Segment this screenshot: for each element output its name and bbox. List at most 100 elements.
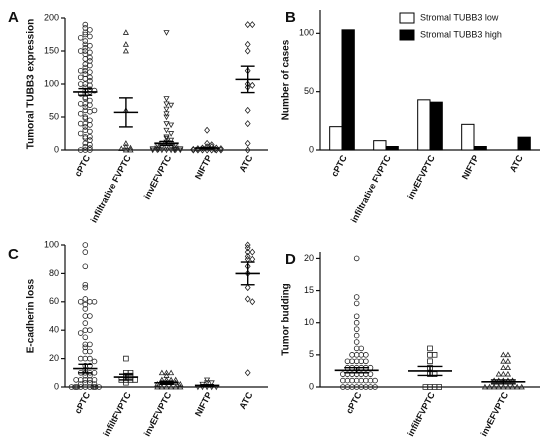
dot — [244, 146, 251, 154]
dot — [82, 44, 89, 51]
dot — [244, 47, 251, 55]
y-tick-label: 0 — [309, 144, 314, 154]
dot — [353, 377, 360, 384]
x-tick-label: ATC — [237, 390, 254, 411]
dot — [96, 384, 102, 390]
dot — [500, 358, 507, 364]
dot — [363, 377, 369, 384]
dot — [123, 379, 129, 386]
dot — [158, 369, 165, 376]
y-tick-label: 50 — [304, 86, 314, 96]
dot — [77, 298, 84, 305]
dot — [427, 352, 433, 358]
dot — [163, 106, 170, 113]
dot — [77, 110, 84, 117]
dot — [163, 147, 170, 154]
dot — [77, 101, 84, 107]
dot — [168, 137, 175, 144]
x-tick-label: infiltrative FVPTC — [349, 153, 393, 224]
dot — [91, 358, 98, 365]
dot — [353, 300, 360, 307]
dot — [82, 51, 89, 58]
dot — [204, 377, 211, 384]
dot — [249, 248, 256, 256]
dot — [77, 81, 84, 87]
dot — [514, 383, 521, 390]
dot — [87, 102, 93, 108]
dot — [358, 358, 365, 365]
dot — [177, 380, 184, 387]
dot — [72, 384, 78, 390]
dot — [504, 364, 512, 371]
dot — [155, 147, 162, 153]
dot — [204, 126, 211, 134]
dot — [504, 383, 512, 390]
dot — [163, 101, 170, 108]
dot — [82, 31, 89, 38]
bar — [385, 146, 399, 151]
dot — [163, 139, 170, 146]
dot — [495, 370, 502, 377]
dot — [340, 371, 346, 377]
dot — [90, 384, 97, 390]
dot — [77, 68, 84, 74]
x-tick-label: ATC — [508, 153, 525, 174]
dot — [154, 383, 161, 390]
dot — [481, 383, 489, 390]
x-tick-label: cPTC — [344, 390, 364, 415]
y-tick-label: 40 — [49, 325, 59, 335]
legend-swatch — [399, 29, 415, 41]
y-tick-label: 80 — [49, 268, 59, 278]
dot — [208, 380, 215, 386]
dot — [77, 74, 84, 81]
y-axis-label: Number of cases — [281, 39, 292, 120]
dot — [122, 29, 129, 35]
dot — [213, 146, 220, 154]
dot — [244, 295, 251, 303]
dot — [87, 147, 93, 153]
dot — [177, 146, 184, 152]
y-tick-label: 100 — [299, 28, 314, 38]
dot — [82, 327, 89, 334]
dot — [87, 58, 93, 64]
dot — [91, 298, 98, 305]
dot — [77, 120, 84, 127]
y-axis-label: Tumor budding — [281, 283, 292, 356]
dot — [158, 383, 165, 390]
dot — [491, 383, 498, 390]
dot — [504, 351, 512, 358]
dot — [358, 352, 365, 358]
dot — [163, 30, 170, 36]
dot — [249, 298, 256, 306]
dot — [87, 97, 93, 104]
dot — [91, 381, 98, 387]
dot — [87, 355, 93, 362]
dot — [122, 41, 129, 47]
dot — [82, 75, 89, 82]
dot — [82, 104, 89, 110]
dot — [208, 143, 215, 151]
dot — [82, 320, 89, 326]
dot — [158, 147, 165, 154]
dot — [91, 107, 98, 114]
dot — [122, 143, 129, 150]
dot — [372, 384, 378, 390]
dot — [87, 122, 93, 128]
dot — [349, 352, 355, 358]
y-tick-label: 150 — [44, 45, 59, 55]
dot — [82, 115, 89, 122]
dot — [132, 377, 138, 383]
dot — [77, 48, 84, 54]
dot — [87, 108, 93, 115]
y-tick-label: 20 — [49, 353, 59, 363]
bar — [341, 29, 355, 151]
dot — [82, 124, 89, 130]
dot — [87, 145, 93, 151]
dot — [118, 145, 125, 152]
dot — [77, 34, 84, 41]
dot — [427, 345, 433, 352]
dot — [82, 56, 89, 62]
dot — [353, 339, 360, 345]
dot — [82, 64, 89, 71]
